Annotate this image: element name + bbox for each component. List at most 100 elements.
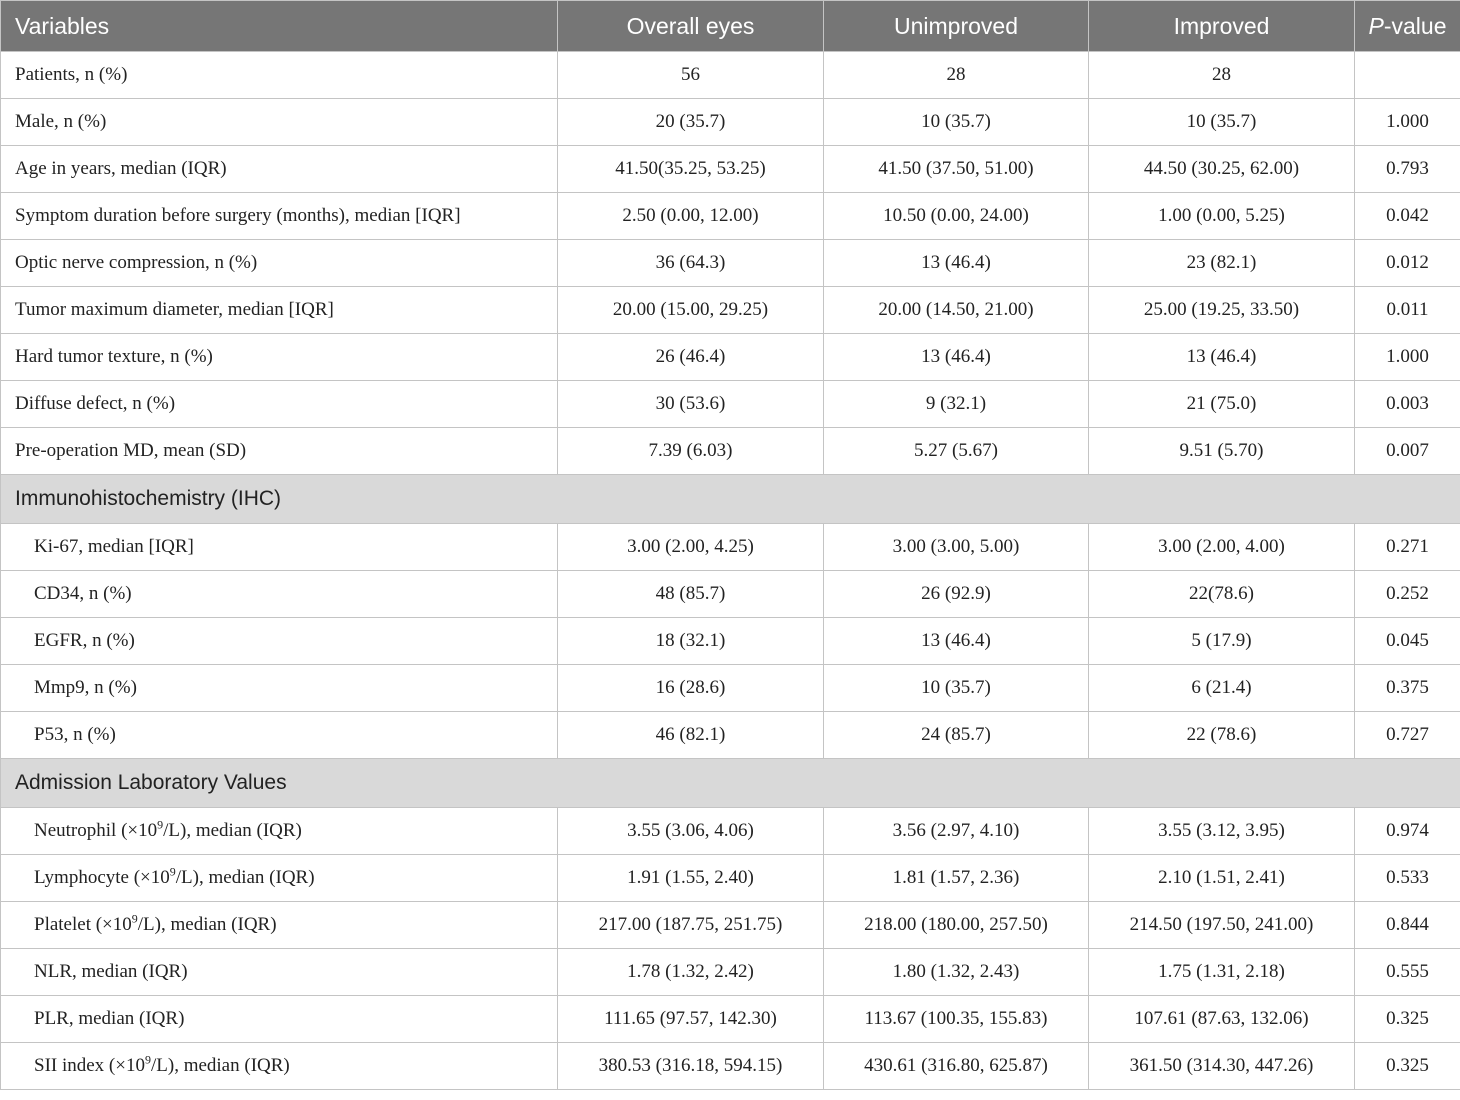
cell-overall-eyes: 26 (46.4) [557,333,824,381]
cell-improved: 1.00 (0.00, 5.25) [1088,192,1355,240]
cell-unimproved: 20.00 (14.50, 21.00) [823,286,1089,334]
cell-unimproved: 13 (46.4) [823,239,1089,287]
table-row: Male, n (%) 20 (35.7) 10 (35.7) 10 (35.7) 1.… [0,98,1460,146]
row-label: Mmp9, n (%) [0,664,558,712]
row-label: Age in years, median (IQR) [0,145,558,193]
cell-improved: 21 (75.0) [1088,380,1355,428]
row-label: Male, n (%) [0,98,558,146]
row-label: CD34, n (%) [0,570,558,618]
cell-overall-eyes: 48 (85.7) [557,570,824,618]
cell-improved: 13 (46.4) [1088,333,1355,381]
cell-improved: 44.50 (30.25, 62.00) [1088,145,1355,193]
row-label: Tumor maximum diameter, median [IQR] [0,286,558,334]
cell-improved: 361.50 (314.30, 447.26) [1088,1042,1355,1090]
cell-p-value: 0.533 [1354,854,1460,902]
table-row: EGFR, n (%) 18 (32.1) 13 (46.4) 5 (17.9) 0.0… [0,617,1460,665]
table-row: P53, n (%) 46 (82.1) 24 (85.7) 22 (78.6) 0.7… [0,711,1460,759]
cell-overall-eyes: 41.50(35.25, 53.25) [557,145,824,193]
section-header-lab: Admission Laboratory Values [0,758,1460,808]
table-row: Symptom duration before surgery (months)… [0,192,1460,240]
header-variables: Variables [0,0,558,52]
table-body: Patients, n (%) 56 28 28 Male, n (%) 20 (35.7… [0,51,1460,1090]
table-row: CD34, n (%) 48 (85.7) 26 (92.9) 22(78.6) 0.2… [0,570,1460,618]
cell-improved: 28 [1088,51,1355,99]
section-title: Admission Laboratory Values [0,758,1460,808]
cell-p-value: 1.000 [1354,333,1460,381]
cell-p-value: 0.555 [1354,948,1460,996]
table-row: Patients, n (%) 56 28 28 [0,51,1460,99]
cell-p-value: 0.793 [1354,145,1460,193]
cell-unimproved: 9 (32.1) [823,380,1089,428]
cell-unimproved: 10 (35.7) [823,664,1089,712]
cell-improved: 9.51 (5.70) [1088,427,1355,475]
cell-unimproved: 10.50 (0.00, 24.00) [823,192,1089,240]
cell-p-value: 0.045 [1354,617,1460,665]
header-p-letter: P [1368,12,1384,39]
row-label-suffix: /L), median (IQR) [175,867,315,888]
cell-improved: 22(78.6) [1088,570,1355,618]
cell-p-value [1354,51,1460,99]
cell-p-value: 0.375 [1354,664,1460,712]
table-row: SII index (×109/L), median (IQR) 380.53 (… [0,1042,1460,1090]
row-label-text: Platelet (×10 [34,914,132,935]
row-label-suffix: /L), median (IQR) [163,820,302,841]
cell-p-value: 1.000 [1354,98,1460,146]
table-header: Variables Overall eyes Unimproved Improv… [0,0,1460,52]
row-label: SII index (×109/L), median (IQR) [0,1042,558,1090]
cell-unimproved: 1.81 (1.57, 2.36) [823,854,1089,902]
table-row: Age in years, median (IQR) 41.50(35.25, 5… [0,145,1460,193]
header-row: Variables Overall eyes Unimproved Improv… [0,0,1460,52]
exponent: 9 [131,911,138,926]
cell-improved: 214.50 (197.50, 241.00) [1088,901,1355,949]
table-row: NLR, median (IQR) 1.78 (1.32, 2.42) 1.80 (… [0,948,1460,996]
cell-improved: 5 (17.9) [1088,617,1355,665]
row-label: PLR, median (IQR) [0,995,558,1043]
table-row: Optic nerve compression, n (%) 36 (64.3) 1… [0,239,1460,287]
header-overall-eyes: Overall eyes [557,0,824,52]
cell-p-value: 0.252 [1354,570,1460,618]
row-label: Diffuse defect, n (%) [0,380,558,428]
table-row: Mmp9, n (%) 16 (28.6) 10 (35.7) 6 (21.4) 0.3… [0,664,1460,712]
row-label: Hard tumor texture, n (%) [0,333,558,381]
cell-improved: 107.61 (87.63, 132.06) [1088,995,1355,1043]
cell-improved: 25.00 (19.25, 33.50) [1088,286,1355,334]
cell-improved: 3.00 (2.00, 4.00) [1088,523,1355,571]
table-row: Diffuse defect, n (%) 30 (53.6) 9 (32.1) 21… [0,380,1460,428]
cell-p-value: 0.271 [1354,523,1460,571]
cell-unimproved: 13 (46.4) [823,617,1089,665]
cell-overall-eyes: 111.65 (97.57, 142.30) [557,995,824,1043]
cell-unimproved: 24 (85.7) [823,711,1089,759]
cell-unimproved: 28 [823,51,1089,99]
cell-p-value: 0.844 [1354,901,1460,949]
row-label: Pre-operation MD, mean (SD) [0,427,558,475]
cell-improved: 6 (21.4) [1088,664,1355,712]
row-label: P53, n (%) [0,711,558,759]
cell-overall-eyes: 18 (32.1) [557,617,824,665]
header-improved: Improved [1088,0,1355,52]
cell-overall-eyes: 20.00 (15.00, 29.25) [557,286,824,334]
row-label: Platelet (×109/L), median (IQR) [0,901,558,949]
row-label: Patients, n (%) [0,51,558,99]
cell-p-value: 0.974 [1354,807,1460,855]
table-row: Neutrophil (×109/L), median (IQR) 3.55 (3… [0,807,1460,855]
cell-overall-eyes: 2.50 (0.00, 12.00) [557,192,824,240]
row-label-text: NLR, median (IQR) [34,961,188,982]
table-row: Lymphocyte (×109/L), median (IQR) 1.91 (1… [0,854,1460,902]
cell-overall-eyes: 3.00 (2.00, 4.25) [557,523,824,571]
row-label: EGFR, n (%) [0,617,558,665]
table-row: Hard tumor texture, n (%) 26 (46.4) 13 (46… [0,333,1460,381]
cell-p-value: 0.003 [1354,380,1460,428]
cell-overall-eyes: 36 (64.3) [557,239,824,287]
cell-overall-eyes: 380.53 (316.18, 594.15) [557,1042,824,1090]
cell-improved: 22 (78.6) [1088,711,1355,759]
cell-improved: 2.10 (1.51, 2.41) [1088,854,1355,902]
cell-overall-eyes: 46 (82.1) [557,711,824,759]
cell-overall-eyes: 20 (35.7) [557,98,824,146]
row-label: Neutrophil (×109/L), median (IQR) [0,807,558,855]
cell-p-value: 0.727 [1354,711,1460,759]
cell-unimproved: 10 (35.7) [823,98,1089,146]
row-label: Ki-67, median [IQR] [0,523,558,571]
cell-improved: 10 (35.7) [1088,98,1355,146]
table-row: PLR, median (IQR) 111.65 (97.57, 142.30) 1… [0,995,1460,1043]
